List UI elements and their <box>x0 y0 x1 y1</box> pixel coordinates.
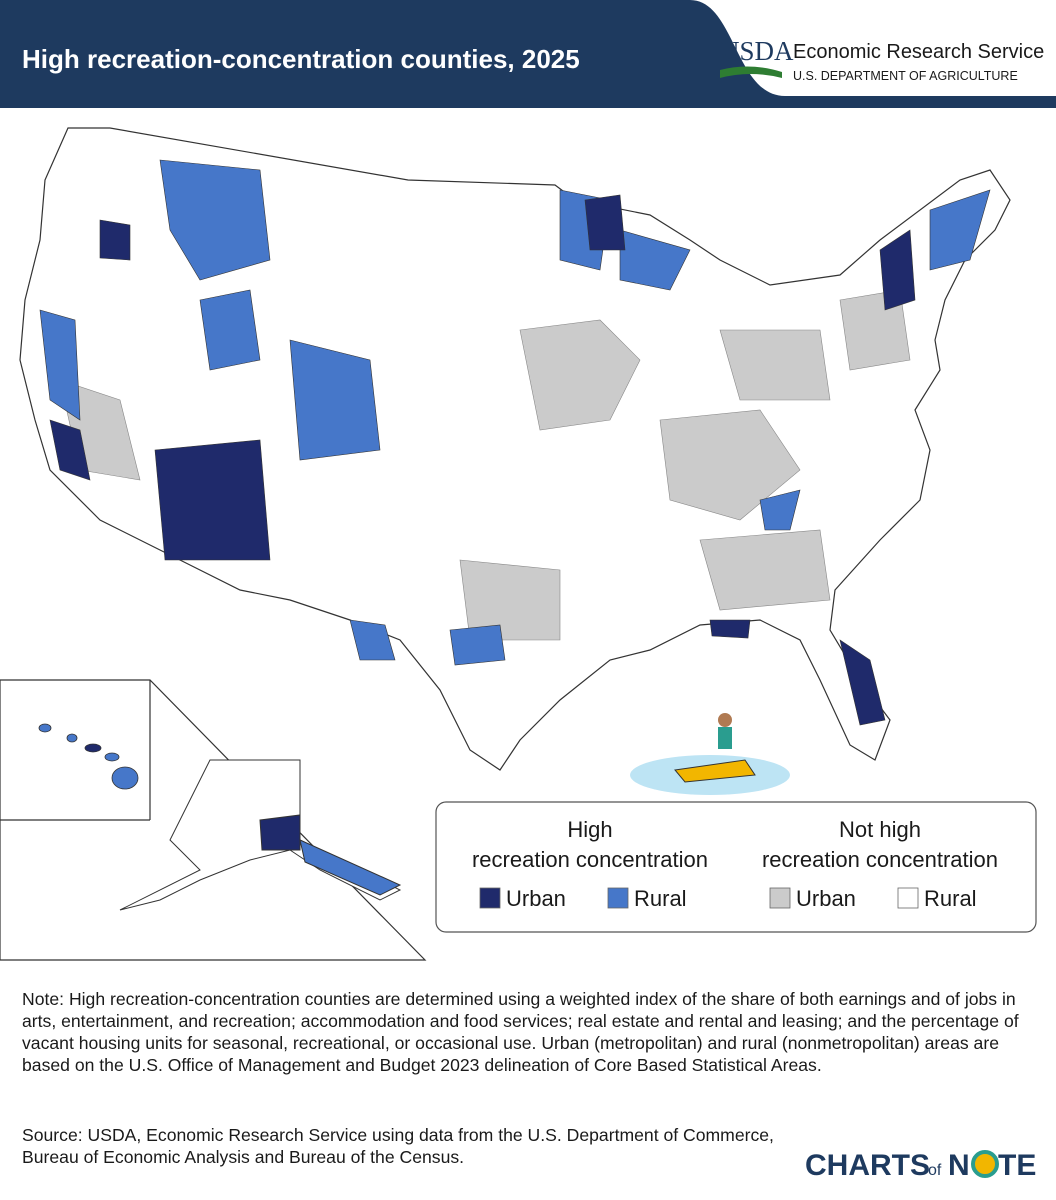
legend-label: Rural <box>634 886 687 911</box>
title: High recreation-concentration counties, … <box>22 44 580 74</box>
brand-text: N <box>948 1149 970 1182</box>
legend-group-title: High <box>567 817 612 842</box>
legend-label: Urban <box>796 886 856 911</box>
legend: High recreation concentration Urban Rural No… <box>472 817 998 911</box>
legend-label: Rural <box>924 886 977 911</box>
legend-group-title: Not high <box>839 817 921 842</box>
logo-department: U.S. DEPARTMENT OF AGRICULTURE <box>793 69 1018 83</box>
brand: CHARTS of N TE <box>805 1149 1036 1182</box>
legend-box <box>435 801 1037 933</box>
legend-swatch <box>769 887 791 909</box>
legend-swatch <box>607 887 629 909</box>
legend-group-title: recreation concentration <box>472 847 708 872</box>
brand-text: CHARTS <box>805 1149 930 1182</box>
logo-swoosh <box>720 66 782 78</box>
logo-name: Economic Research Service <box>793 41 1044 63</box>
legend-swatch <box>897 887 919 909</box>
brand-text: TE <box>998 1149 1036 1182</box>
legend-swatch <box>479 887 501 909</box>
legend-group-title: recreation concentration <box>762 847 998 872</box>
legend-label: Urban <box>506 886 566 911</box>
alaska <box>119 759 402 911</box>
logo-agency: USDA <box>720 36 794 66</box>
note: Note: High recreation-concentration coun… <box>22 989 1019 1075</box>
jet-ski <box>630 713 790 795</box>
brand-circle <box>971 1150 999 1178</box>
conus-map <box>19 127 1011 771</box>
hawaii <box>38 723 139 790</box>
header-band <box>0 0 1056 108</box>
source: Source: USDA, Economic Research Service … <box>22 1125 774 1167</box>
inset-frame <box>0 679 427 961</box>
brand-text: of <box>928 1162 942 1179</box>
